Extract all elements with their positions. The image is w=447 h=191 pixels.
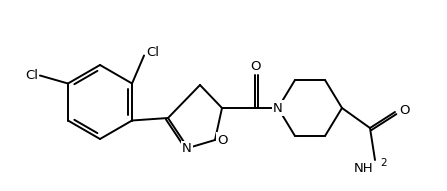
Text: O: O [217, 134, 228, 146]
Text: NH: NH [354, 162, 373, 175]
Text: N: N [182, 142, 192, 155]
Text: Cl: Cl [25, 69, 38, 82]
Text: O: O [250, 60, 260, 73]
Text: Cl: Cl [146, 46, 159, 59]
Text: N: N [273, 101, 283, 114]
Text: 2: 2 [380, 158, 387, 168]
Text: O: O [399, 104, 409, 117]
